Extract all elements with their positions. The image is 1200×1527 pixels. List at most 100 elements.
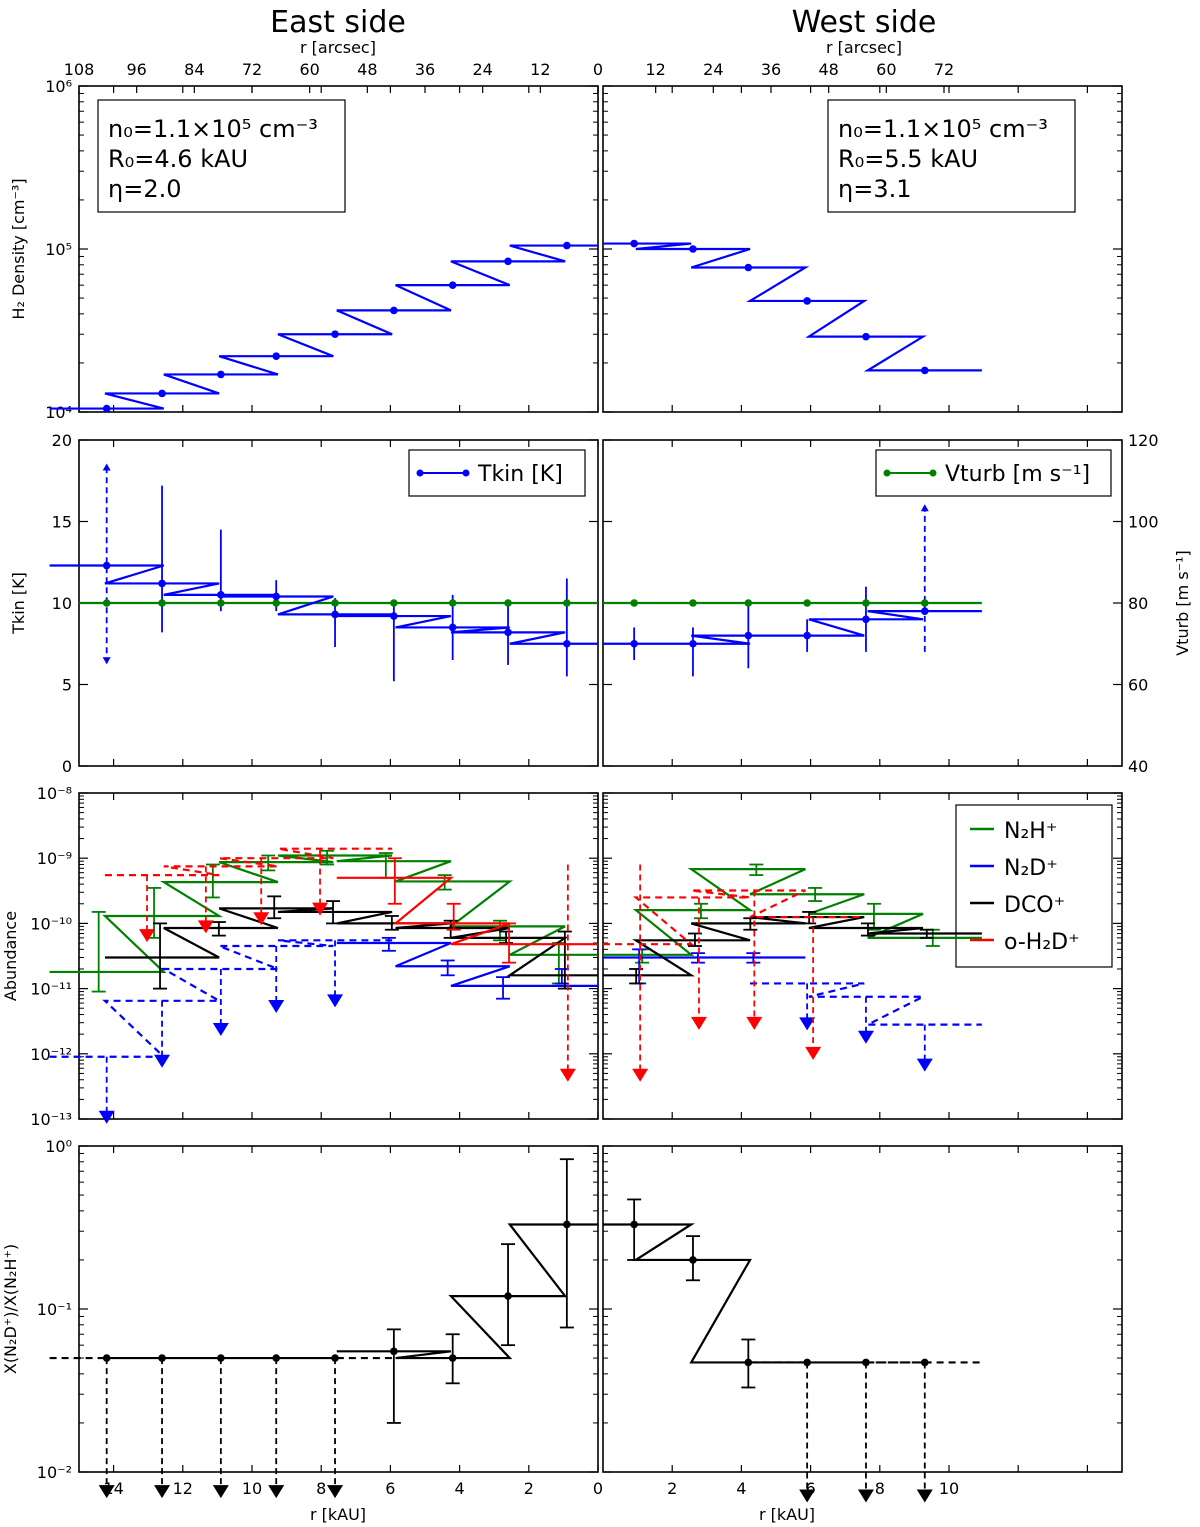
n2d-east-upper-limit-head <box>212 1022 229 1036</box>
west-param-n0: n₀=1.1×10⁵ cm⁻³ <box>838 115 1048 143</box>
dfrac-east-upper-limit-head <box>212 1485 229 1499</box>
east-param-n0: n₀=1.1×10⁵ cm⁻³ <box>108 115 318 143</box>
legend-tkin: Tkin [K] <box>477 462 563 487</box>
oh2d-east-upper-limit-head <box>139 929 156 943</box>
n2d-east-upper-limit-head <box>327 994 344 1008</box>
panel2-ytick-label-right: 100 <box>1128 513 1159 532</box>
bottom-tick-label-east: 6 <box>385 1479 395 1498</box>
legend-oh2d: o-H₂D⁺ <box>1004 930 1080 955</box>
top-tick-label-east: 60 <box>299 60 319 79</box>
panel2-east-legend: Tkin [K] <box>408 449 586 497</box>
panel1-ytick-label: 10⁶ <box>45 77 72 96</box>
panel3-ylabel: Abundance <box>1 911 20 1001</box>
vturb-e-point <box>504 599 512 607</box>
vturb-e-point <box>448 599 457 607</box>
oh2d-west-upper-limit-head <box>690 1016 707 1030</box>
panel2-ytick-label-left: 15 <box>52 513 72 532</box>
east-param-eta: η=2.0 <box>108 175 182 203</box>
top-tick-label-west: 36 <box>761 60 781 79</box>
tkin-w-point <box>862 615 870 624</box>
density-west-point <box>803 297 811 305</box>
bottom-tick-label-east: 10 <box>242 1479 262 1498</box>
bottom-tick-label-east: 8 <box>316 1479 326 1498</box>
density-east-point <box>563 241 571 250</box>
density-east-point <box>448 281 457 289</box>
n2d-west-limit-step <box>750 982 982 1026</box>
dfrac-east-point <box>504 1292 512 1300</box>
density-east-point <box>217 370 225 379</box>
panel1-west-param-box: n₀=1.1×10⁵ cm⁻³ R₀=5.5 kAU η=3.1 <box>827 99 1076 213</box>
density-east-point <box>331 330 339 339</box>
vturb-w-point <box>920 599 929 607</box>
panel3-ytick-label: 10⁻⁸ <box>37 784 72 803</box>
vturb-e-point <box>331 599 339 607</box>
tkin-e-point <box>158 579 166 588</box>
density-east-point <box>272 352 281 360</box>
panel2-ytick-label-left: 5 <box>62 676 72 695</box>
density-east-point <box>102 404 111 413</box>
dfrac-west-upper-limit-head <box>916 1489 933 1503</box>
tkin-e-point <box>504 628 512 637</box>
bottom-tick-label-west: 8 <box>875 1479 885 1498</box>
panel3-west-frame <box>602 792 1123 1120</box>
vturb-e-point <box>390 599 398 607</box>
n2d-east-upper-limit-head <box>268 1000 285 1014</box>
vturb-w-point <box>630 599 638 607</box>
top-tick-label-west: 72 <box>934 60 954 79</box>
panel4-ytick-label: 10⁰ <box>45 1137 72 1156</box>
east-title: East side <box>270 5 406 40</box>
tkin-w-step <box>603 610 982 645</box>
top-tick-label-east: 72 <box>242 60 262 79</box>
panel4-east-frame <box>78 1145 599 1473</box>
n2d-west-upper-limit-head <box>916 1058 933 1072</box>
top-tick-label-east: 0 <box>593 60 603 79</box>
west-top-axis-label: r [arcsec] <box>826 38 902 57</box>
tkin-w-point <box>803 631 811 640</box>
panel4-ytick-label: 10⁻¹ <box>37 1300 72 1319</box>
bottom-tick-label-west: 4 <box>736 1479 746 1498</box>
panel2-ytick-label-left: 0 <box>62 757 72 776</box>
tkin-e-point <box>331 610 339 619</box>
dfrac-east-point <box>563 1220 571 1229</box>
panel2-west-legend: Vturb [m s⁻¹] <box>875 449 1112 497</box>
top-tick-label-east: 96 <box>126 60 146 79</box>
tkin-e-point <box>448 623 457 632</box>
n2d-west-upper-limit-head <box>799 1017 816 1031</box>
east-bottom-axis-label: r [kAU] <box>310 1505 366 1524</box>
legend-dco: DCO⁺ <box>1004 893 1065 918</box>
density-west-point <box>689 245 697 253</box>
density-east-point <box>390 306 398 315</box>
bottom-tick-label-east: 0 <box>593 1479 603 1498</box>
bottom-tick-label-east: 12 <box>173 1479 193 1498</box>
oh2d-east-upper-limit-head <box>312 902 329 916</box>
oh2d-east-upper-limit-head <box>559 1068 576 1082</box>
dfrac-east-upper-limit-head <box>154 1485 171 1499</box>
density-east-point <box>504 257 512 266</box>
west-title: West side <box>792 5 937 40</box>
density-west-point <box>744 263 753 272</box>
panel3-ytick-label: 10⁻⁹ <box>37 849 72 868</box>
density-west-point <box>630 239 638 248</box>
panel3-legend: N₂H⁺ N₂D⁺ DCO⁺ o-H₂D⁺ <box>955 804 1113 968</box>
dfrac-east-step <box>336 1223 598 1360</box>
tkin-e-point <box>272 592 281 601</box>
density-east-point <box>158 389 166 398</box>
tkin-w-limit-up <box>920 504 929 512</box>
oh2d-west-upper-limit-head <box>805 1046 822 1060</box>
oh2d-east-upper-limit-head <box>253 912 270 926</box>
dfrac-west-point <box>689 1256 697 1264</box>
n2h-west-step <box>603 868 982 956</box>
bottom-tick-label-west: 2 <box>667 1479 677 1498</box>
panel2-ytick-label-left: 20 <box>52 431 72 450</box>
legend-vturb: Vturb [m s⁻¹] <box>945 462 1090 487</box>
n2h-east-step <box>49 854 598 974</box>
vturb-w-point <box>689 599 697 607</box>
panel1-ytick-label: 10⁵ <box>45 240 72 259</box>
dfrac-east-upper-limit-head <box>327 1485 344 1499</box>
panel4-ytick-label: 10⁻² <box>37 1463 72 1482</box>
top-tick-label-east: 12 <box>530 60 550 79</box>
oh2d-west-upper-limit-head <box>746 1016 763 1030</box>
oh2d-east-step <box>336 876 598 946</box>
panel3-ytick-label: 10⁻¹¹ <box>30 980 72 999</box>
